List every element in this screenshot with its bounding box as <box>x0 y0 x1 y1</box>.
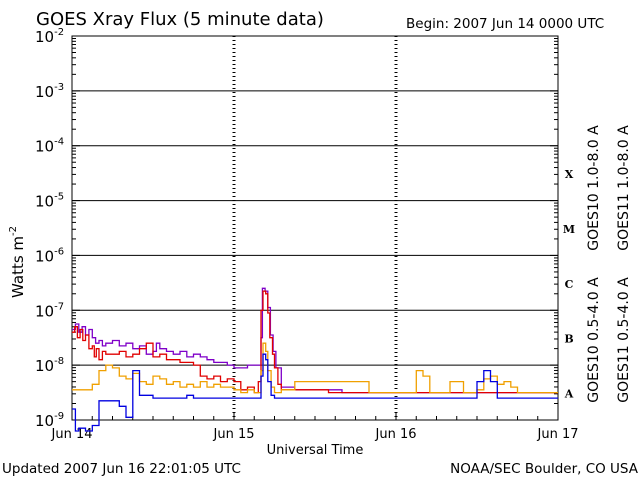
y-axis-label-exponent: -2 <box>8 226 19 236</box>
data-series <box>72 287 558 432</box>
x-axis-tick-labels: Jun 14 Jun 15 Jun 16 Jun 17 <box>51 412 579 442</box>
x-tick-label: Jun 17 <box>537 427 579 442</box>
updated-timestamp: Updated 2007 Jun 16 22:01:05 UTC <box>2 461 241 477</box>
gridlines <box>72 90 558 366</box>
y-tick-label: 10-9 <box>35 411 64 430</box>
day-separator-ticks <box>232 36 398 420</box>
series-line <box>72 342 558 394</box>
y-tick-label: 10-8 <box>35 356 64 375</box>
legend-entry: GOES11 1.0-8.0 A <box>616 125 632 251</box>
flare-class-label: C <box>565 278 574 291</box>
flare-class-labels: X M C B A <box>563 168 575 400</box>
legend-entry: GOES10 0.5-4.0 A <box>586 277 602 403</box>
x-tick-label: Jun 15 <box>213 427 255 442</box>
x-tick-label: Jun 14 <box>51 427 93 442</box>
legend-entry: GOES10 1.0-8.0 A <box>586 125 602 251</box>
series-line <box>72 287 558 394</box>
y-axis-label: Watts m-2 <box>8 226 27 298</box>
flare-class-label: B <box>564 333 573 346</box>
y-tick-label: 10-6 <box>35 246 64 265</box>
svg-text:Watts m-2: Watts m-2 <box>8 226 27 298</box>
legend-entry: GOES11 0.5-4.0 A <box>616 277 632 403</box>
legend: GOES10 1.0-8.0 A GOES11 1.0-8.0 A GOES10 0… <box>586 125 632 403</box>
chart-title: GOES Xray Flux (5 minute data) <box>36 9 324 30</box>
y-tick-label: 10-4 <box>35 137 64 156</box>
x-tick-label: Jun 16 <box>375 427 417 442</box>
y-axis-tick-labels: 10-2 10-3 10-4 10-5 10-6 10-7 10-8 10-9 <box>35 27 558 430</box>
y-tick-label: 10-5 <box>35 192 64 211</box>
source-credit: NOAA/SEC Boulder, CO USA <box>450 461 639 477</box>
series-line <box>72 290 558 394</box>
flare-class-label: M <box>563 223 575 236</box>
flare-class-label: X <box>565 168 574 181</box>
begin-timestamp: Begin: 2007 Jun 14 0000 UTC <box>406 16 604 32</box>
plot-frame <box>71 35 559 421</box>
series-line <box>72 353 558 432</box>
y-axis-label-text: Watts m <box>9 236 27 298</box>
y-tick-label: 10-2 <box>35 27 64 46</box>
x-axis-label: Universal Time <box>267 443 364 458</box>
flare-class-label: A <box>564 388 574 401</box>
y-tick-label: 10-7 <box>35 301 64 320</box>
y-tick-label: 10-3 <box>35 82 64 101</box>
